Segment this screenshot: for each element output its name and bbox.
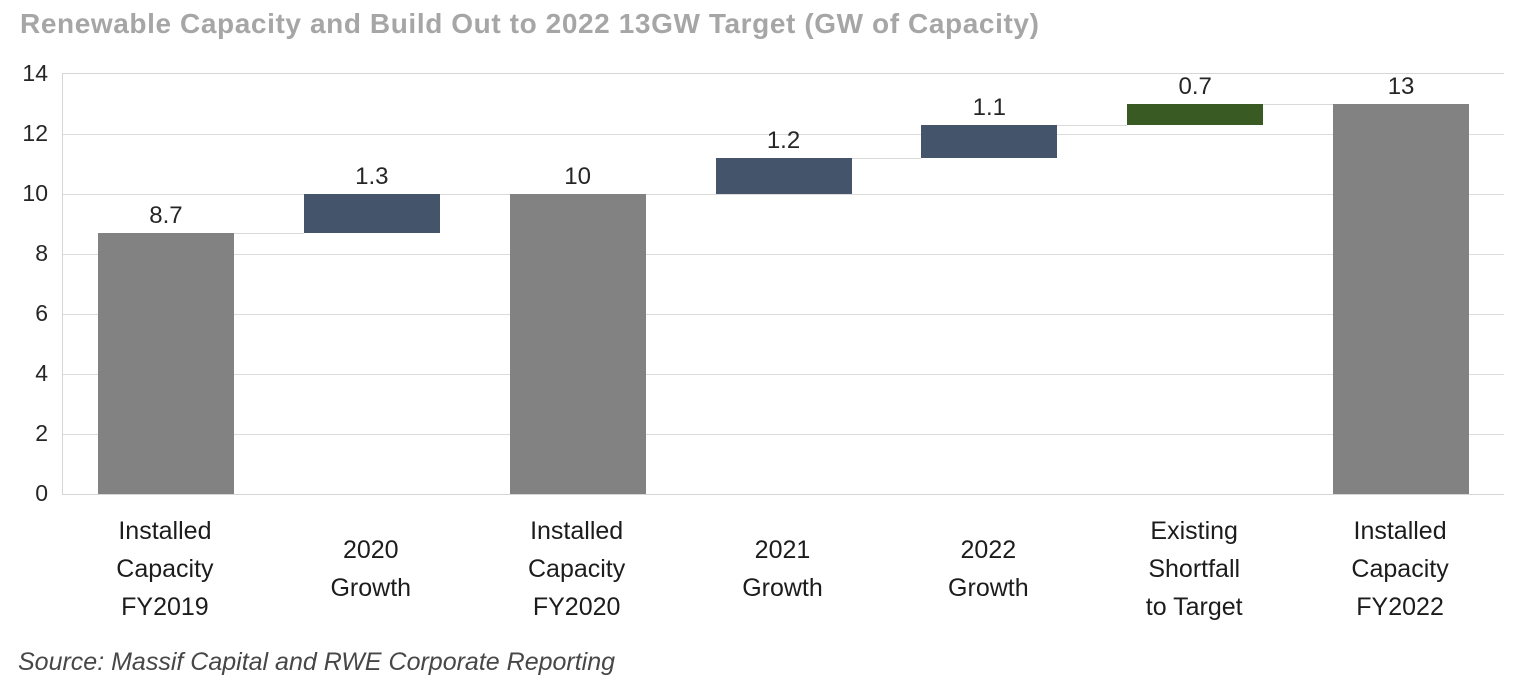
gridline-4 <box>63 374 1504 375</box>
bar-value-label-2022-growth: 1.1 <box>972 94 1007 121</box>
bar-value-label-2020-growth: 1.3 <box>355 163 389 190</box>
x-category-label-line: to Target <box>1145 593 1243 621</box>
bar-2021-growth <box>715 158 852 194</box>
plot-area: 8.7 1.3 10 1.2 1.1 0.7 13 <box>62 73 1504 495</box>
x-category-label-line: Installed <box>1353 517 1447 545</box>
x-category-label-line: Installed <box>530 517 624 545</box>
gridline-8 <box>63 254 1504 255</box>
x-category-label-line: FY2022 <box>1356 593 1444 621</box>
source-note: Source: Massif Capital and RWE Corporate… <box>18 648 616 676</box>
x-category-label-line: Growth <box>742 574 823 602</box>
x-category-label-line: Capacity <box>1351 555 1449 583</box>
connector-line-2-3 <box>645 194 716 195</box>
x-category-label-2021-growth: 2021 Growth <box>680 503 886 635</box>
x-category-label-installed-capacity-fy2020: Installed Capacity FY2020 <box>474 503 680 635</box>
bar-2020-growth <box>303 194 440 233</box>
y-tick-label-4: 4 <box>35 360 48 386</box>
y-tick-label-12: 12 <box>22 120 48 146</box>
x-category-label-line: FY2020 <box>532 593 621 621</box>
x-category-label-installed-capacity-fy2019: Installed Capacity FY2019 <box>62 503 268 635</box>
x-category-label-line: Capacity <box>527 555 626 583</box>
y-axis: 0 2 4 6 8 10 12 14 <box>0 60 48 506</box>
x-category-label-2022-growth: 2022 Growth <box>885 503 1091 635</box>
x-category-label-line: Shortfall <box>1148 555 1241 583</box>
gridline-12 <box>63 134 1504 135</box>
bar-installed-capacity-fy2019 <box>97 233 234 494</box>
x-category-label-line: Installed <box>118 517 212 545</box>
x-category-label-line: Growth <box>330 574 412 602</box>
y-tick-label-14: 14 <box>22 60 48 86</box>
bar-value-label-installed-capacity-fy2020: 10 <box>564 163 591 190</box>
x-category-label-line: 2020 <box>342 536 399 564</box>
chart-title: Renewable Capacity and Build Out to 2022… <box>20 8 1040 39</box>
bar-existing-shortfall-to-target <box>1127 104 1264 125</box>
x-category-label-installed-capacity-fy2022: Installed Capacity FY2022 <box>1297 503 1503 635</box>
connector-line-4-5 <box>1057 125 1128 126</box>
x-category-label-line: 2021 <box>754 536 811 564</box>
x-category-label-line: 2022 <box>960 536 1017 564</box>
bar-2022-growth <box>921 125 1058 158</box>
x-category-label-line: Existing <box>1150 517 1238 545</box>
y-tick-label-6: 6 <box>35 300 48 326</box>
gridline-2 <box>63 434 1504 435</box>
y-tick-label-8: 8 <box>35 240 48 266</box>
y-tick-label-2: 2 <box>35 420 48 446</box>
connector-line-1-2 <box>439 194 510 195</box>
bar-installed-capacity-fy2020 <box>509 194 646 494</box>
bar-value-label-installed-capacity-fy2019: 8.7 <box>149 202 183 229</box>
bar-value-label-2021-growth: 1.2 <box>766 127 801 154</box>
x-category-label-line: Growth <box>948 574 1029 602</box>
bar-value-label-existing-shortfall-to-target: 0.7 <box>1178 73 1212 100</box>
connector-line-5-6 <box>1263 104 1334 105</box>
x-category-label-line: FY2019 <box>121 593 209 621</box>
gridline-6 <box>63 314 1504 315</box>
bar-installed-capacity-fy2022 <box>1333 104 1470 494</box>
x-axis: Installed Capacity FY2019 2020 Growth Install… <box>62 503 1503 635</box>
bar-value-label-installed-capacity-fy2022: 13 <box>1387 73 1415 100</box>
x-category-label-existing-shortfall-to-target: Existing Shortfall to Target <box>1091 503 1297 635</box>
connector-line-0-1 <box>233 233 304 234</box>
y-tick-label-10: 10 <box>22 180 48 206</box>
connector-line-3-4 <box>851 158 922 159</box>
y-tick-label-0: 0 <box>35 480 48 506</box>
x-category-label-2020-growth: 2020 Growth <box>268 503 474 635</box>
x-category-label-line: Capacity <box>116 555 214 583</box>
gridline-10 <box>63 194 1504 195</box>
